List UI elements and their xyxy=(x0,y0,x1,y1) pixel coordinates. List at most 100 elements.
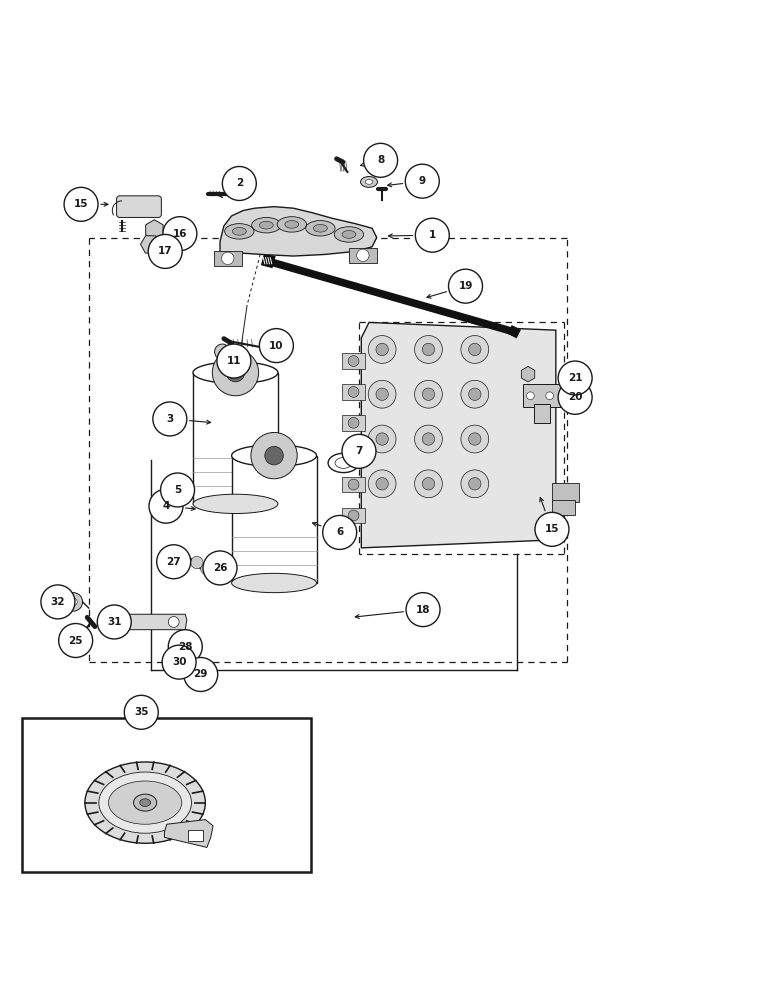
Text: 35: 35 xyxy=(134,707,148,717)
Circle shape xyxy=(376,433,388,445)
Circle shape xyxy=(469,478,481,490)
Text: 17: 17 xyxy=(158,246,172,256)
Circle shape xyxy=(469,433,481,445)
Circle shape xyxy=(64,593,83,611)
Text: 29: 29 xyxy=(194,669,208,679)
Circle shape xyxy=(461,470,489,498)
Circle shape xyxy=(364,143,398,177)
Polygon shape xyxy=(220,207,377,256)
Circle shape xyxy=(415,425,442,453)
Circle shape xyxy=(153,402,187,436)
Ellipse shape xyxy=(285,221,299,228)
Bar xyxy=(552,483,579,502)
Circle shape xyxy=(148,234,182,268)
Ellipse shape xyxy=(252,217,281,233)
Ellipse shape xyxy=(140,799,151,806)
Ellipse shape xyxy=(85,762,205,843)
FancyBboxPatch shape xyxy=(117,196,161,217)
Circle shape xyxy=(461,336,489,363)
Text: 32: 32 xyxy=(51,597,65,607)
Circle shape xyxy=(215,344,230,359)
Text: 15: 15 xyxy=(545,524,559,534)
Circle shape xyxy=(342,434,376,468)
Circle shape xyxy=(251,432,297,479)
Ellipse shape xyxy=(193,494,278,514)
Text: 31: 31 xyxy=(107,617,121,627)
Circle shape xyxy=(546,392,554,400)
Circle shape xyxy=(348,417,359,428)
Circle shape xyxy=(535,512,569,546)
Ellipse shape xyxy=(232,445,317,466)
Text: 4: 4 xyxy=(162,501,170,511)
Circle shape xyxy=(124,695,158,729)
Polygon shape xyxy=(100,614,187,630)
Circle shape xyxy=(449,269,482,303)
Circle shape xyxy=(422,388,435,400)
Circle shape xyxy=(179,642,191,654)
Text: 30: 30 xyxy=(172,657,186,667)
Ellipse shape xyxy=(134,794,157,811)
Circle shape xyxy=(168,617,179,627)
Circle shape xyxy=(422,433,435,445)
Bar xyxy=(342,446,365,461)
Bar xyxy=(22,718,311,872)
Circle shape xyxy=(405,164,439,198)
Circle shape xyxy=(64,187,98,221)
Circle shape xyxy=(69,598,77,606)
Bar xyxy=(342,415,365,431)
Ellipse shape xyxy=(99,772,191,833)
Circle shape xyxy=(469,388,481,400)
Text: 7: 7 xyxy=(355,446,363,456)
Text: 26: 26 xyxy=(213,563,227,573)
Ellipse shape xyxy=(277,217,306,232)
Circle shape xyxy=(259,329,293,363)
Bar xyxy=(523,384,561,407)
Circle shape xyxy=(469,343,481,356)
Text: 16: 16 xyxy=(173,229,187,239)
Ellipse shape xyxy=(225,224,254,239)
Text: 15: 15 xyxy=(74,199,88,209)
Ellipse shape xyxy=(342,231,356,238)
Circle shape xyxy=(376,388,388,400)
Circle shape xyxy=(265,446,283,465)
Circle shape xyxy=(59,624,93,657)
Circle shape xyxy=(212,349,259,396)
Text: 5: 5 xyxy=(174,485,181,495)
Circle shape xyxy=(109,617,120,627)
Circle shape xyxy=(422,343,435,356)
Circle shape xyxy=(415,470,442,498)
Circle shape xyxy=(348,510,359,521)
Circle shape xyxy=(203,551,237,585)
Ellipse shape xyxy=(306,221,335,236)
Circle shape xyxy=(415,336,442,363)
Circle shape xyxy=(368,336,396,363)
Bar xyxy=(342,384,365,400)
Circle shape xyxy=(348,387,359,397)
Text: 21: 21 xyxy=(568,373,582,383)
Circle shape xyxy=(161,473,195,507)
Polygon shape xyxy=(164,820,213,847)
Ellipse shape xyxy=(232,573,317,593)
Circle shape xyxy=(422,478,435,490)
Ellipse shape xyxy=(108,781,181,824)
Bar xyxy=(552,500,575,515)
Circle shape xyxy=(162,645,196,679)
Text: 9: 9 xyxy=(418,176,426,186)
Ellipse shape xyxy=(232,227,246,235)
Bar xyxy=(349,248,377,263)
Bar xyxy=(534,403,550,423)
Bar xyxy=(214,251,242,266)
Circle shape xyxy=(368,425,396,453)
Circle shape xyxy=(157,545,191,579)
Text: 1: 1 xyxy=(428,230,436,240)
Ellipse shape xyxy=(334,227,364,242)
Circle shape xyxy=(461,380,489,408)
Circle shape xyxy=(461,425,489,453)
Circle shape xyxy=(184,657,218,691)
Text: 2: 2 xyxy=(235,178,243,188)
Polygon shape xyxy=(361,322,556,548)
Bar xyxy=(342,508,365,523)
Circle shape xyxy=(163,217,197,251)
Circle shape xyxy=(376,343,388,356)
Circle shape xyxy=(189,656,201,668)
